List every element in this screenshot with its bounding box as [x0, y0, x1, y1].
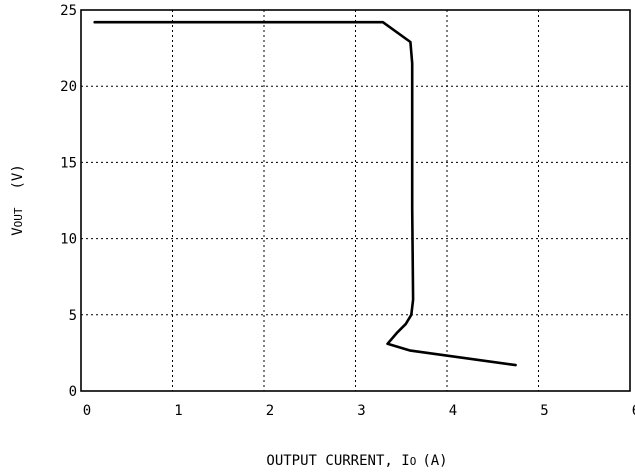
x-axis-title-unit: (A): [422, 453, 447, 469]
x-tick-label: 2: [266, 403, 274, 419]
y-axis-title: VOUT(V): [10, 164, 26, 236]
x-axis-tick-labels: 0123456: [83, 403, 635, 419]
x-tick-label: 0: [83, 403, 91, 419]
grid: [81, 10, 630, 391]
y-tick-label: 25: [60, 3, 77, 19]
y-axis-title-unit: (V): [10, 164, 26, 189]
x-tick-label: 5: [540, 403, 548, 419]
x-tick-label: 3: [357, 403, 365, 419]
x-tick-label: 1: [174, 403, 182, 419]
y-tick-label: 5: [69, 308, 77, 324]
y-tick-label: 20: [60, 79, 77, 95]
y-tick-label: 15: [60, 155, 77, 171]
x-axis-title-sub: O: [410, 455, 417, 468]
y-tick-label: 10: [60, 232, 77, 248]
y-axis-tick-labels: 0 5 10 15 20 25: [60, 3, 77, 400]
series-group: [95, 22, 516, 365]
x-tick-label: 4: [449, 403, 457, 419]
y-axis-title-sub: OUT: [12, 207, 25, 227]
y-tick-label: 0: [69, 384, 77, 400]
x-axis-title: OUTPUT CURRENT, IO (A): [266, 453, 447, 469]
series-line-0: [95, 22, 516, 365]
x-axis-title-main: OUTPUT CURRENT, I: [266, 453, 409, 469]
